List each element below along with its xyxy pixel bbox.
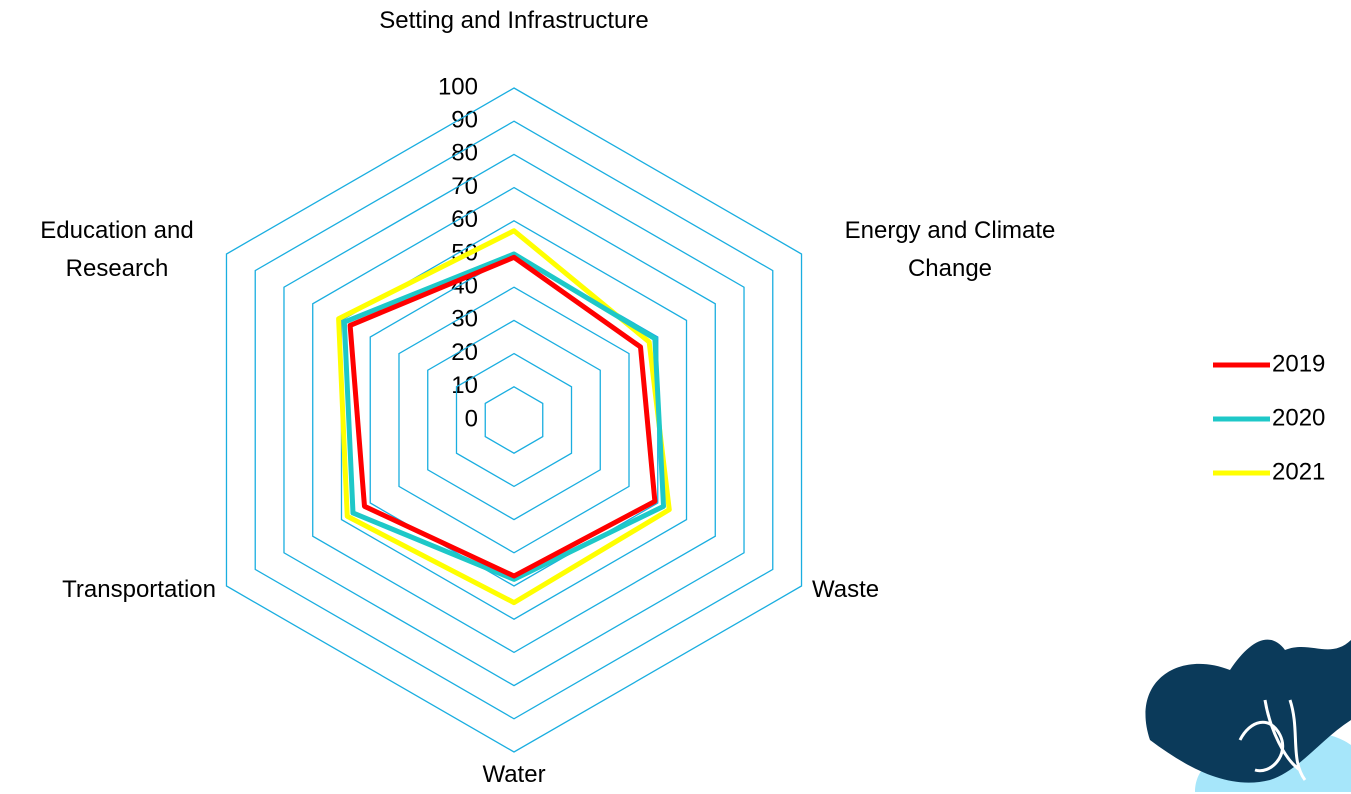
grid-line	[225, 87, 803, 753]
grid-line	[312, 186, 716, 654]
legend-label: 2020	[1272, 404, 1325, 431]
axis-label: Transportation	[62, 576, 216, 603]
series-line	[341, 251, 667, 582]
series-line	[347, 254, 658, 579]
grid-line	[369, 253, 659, 587]
axis-label: Water	[482, 761, 546, 788]
legend-label: 2019	[1272, 350, 1325, 377]
decoration	[1145, 639, 1351, 792]
series-line	[336, 228, 672, 606]
legend-label: 2021	[1272, 458, 1325, 485]
grid-line	[427, 319, 601, 521]
axis-label: Waste	[812, 576, 880, 603]
tick-label: 0	[465, 405, 478, 432]
grid-line	[254, 120, 774, 720]
axis-label: Education and Research	[40, 217, 194, 282]
axis-label: Setting and Infrastructure	[379, 7, 649, 34]
grid-line	[484, 386, 544, 454]
grid-line	[283, 153, 745, 687]
grid-line	[398, 286, 630, 554]
grid-line	[340, 220, 688, 620]
tick-label: 100	[438, 73, 478, 100]
grid-line	[455, 352, 573, 488]
axis-label: Energy and Climate Change	[844, 217, 1056, 282]
